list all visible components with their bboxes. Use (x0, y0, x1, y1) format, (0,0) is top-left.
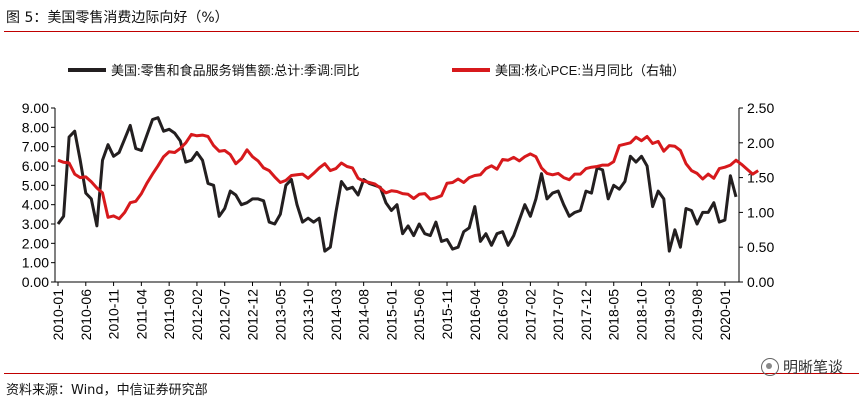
x-tick-label: 2015-06 (411, 289, 427, 341)
x-tick-label: 2017-12 (578, 289, 594, 341)
x-tick-label: 2018-10 (634, 289, 650, 341)
y-right-tick-label: 1.00 (747, 204, 774, 220)
x-tick-label: 2014-03 (328, 289, 344, 341)
x-tick-label: 2015-01 (383, 289, 399, 341)
x-tick-label: 2010-06 (78, 289, 94, 341)
legend-label-pce: 美国:核心PCE:当月同比（右轴） (495, 63, 685, 78)
figure-title: 图 5：美国零售消费边际向好（%） (6, 10, 229, 26)
x-tick-label: 2016-04 (467, 289, 483, 341)
watermark: 明晰笔谈 (760, 356, 843, 377)
x-tick-label: 2010-01 (50, 289, 66, 341)
y-right-tick-label: 2.50 (747, 100, 774, 116)
y-left-tick-label: 4.00 (22, 197, 49, 213)
legend-label-retail: 美国:零售和食品服务销售额:总计:季调:同比 (111, 63, 359, 78)
source-note: 资料来源：Wind，中信证券研究部 (6, 383, 208, 398)
y-right-tick-label: 0.00 (747, 274, 774, 290)
x-tick-label: 2019-08 (689, 289, 705, 341)
x-tick-label: 2012-02 (189, 289, 205, 341)
series-line-retail (56, 116, 738, 253)
y-left-tick-label: 7.00 (22, 139, 49, 155)
series-line-pce (57, 132, 760, 221)
x-tick-label: 2019-03 (661, 289, 677, 341)
y-left-tick-label: 5.00 (22, 177, 49, 193)
x-tick-label: 2010-11 (106, 289, 122, 340)
x-tick-label: 2016-09 (495, 289, 511, 341)
y-left-tick-label: 6.00 (22, 158, 49, 174)
top-divider (4, 31, 859, 32)
bottom-divider (4, 373, 859, 374)
x-tick-label: 2020-01 (717, 289, 733, 341)
y-left-tick-label: 1.00 (22, 255, 49, 271)
y-left-tick-label: 0.00 (22, 274, 49, 290)
y-right-tick-label: 0.50 (747, 239, 774, 255)
y-left-tick-label: 8.00 (22, 119, 49, 135)
x-tick-label: 2017-02 (522, 289, 538, 341)
x-tick-label: 2018-05 (606, 289, 622, 341)
x-tick-label: 2014-08 (356, 289, 372, 341)
x-tick-label: 2015-11 (439, 289, 455, 340)
y-left-tick-label: 9.00 (22, 100, 49, 116)
y-left-tick-label: 3.00 (22, 216, 49, 232)
x-tick-label: 2017-07 (550, 289, 566, 341)
chart-legend: 美国:零售和食品服务销售额:总计:季调:同比 美国:核心PCE:当月同比（右轴） (68, 63, 685, 78)
x-tick-label: 2012-07 (217, 289, 233, 341)
x-tick-label: 2013-10 (300, 289, 316, 341)
x-tick-label: 2012-12 (245, 289, 261, 341)
y-left-tick-label: 2.00 (22, 235, 49, 251)
wechat-icon (760, 357, 779, 376)
watermark-text: 明晰笔谈 (782, 358, 843, 376)
x-tick-label: 2011-04 (133, 289, 149, 340)
x-tick-label: 2013-05 (272, 289, 288, 341)
y-right-tick-label: 2.00 (747, 135, 774, 151)
x-tick-label: 2011-09 (161, 289, 177, 340)
